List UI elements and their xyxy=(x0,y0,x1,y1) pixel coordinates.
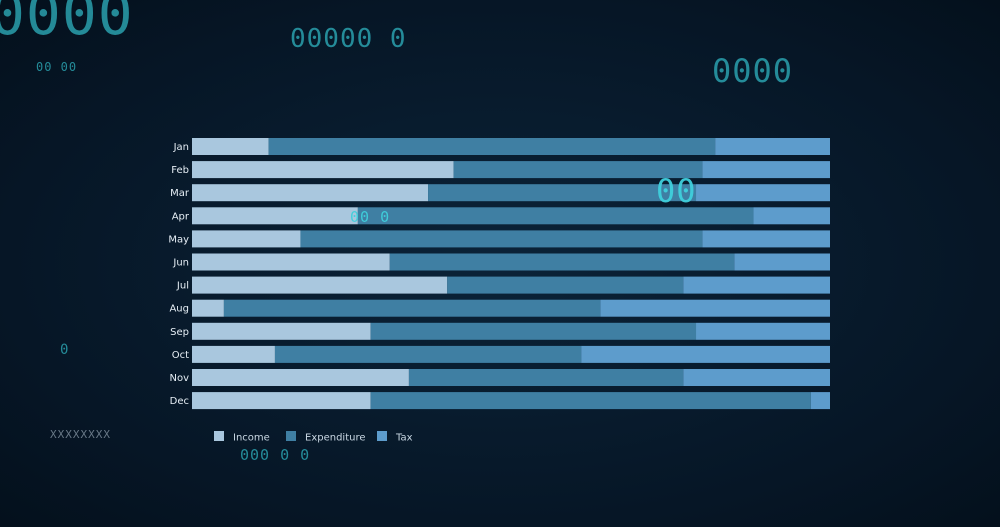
deco-digits: 00 00 xyxy=(36,60,78,74)
deco-digits: 0000 xyxy=(0,0,134,48)
bar-segment-expenditure xyxy=(370,322,697,340)
bar-segment-expenditure xyxy=(223,299,601,317)
bar-segment-tax xyxy=(753,207,830,225)
bar-segment-tax xyxy=(696,322,830,340)
bar-segment-tax xyxy=(696,184,830,202)
category-label: Jul xyxy=(176,281,189,292)
legend-swatch xyxy=(286,431,296,441)
bar-segment-expenditure xyxy=(268,138,716,155)
category-label: Dec xyxy=(170,396,189,407)
bar-segment-expenditure xyxy=(447,276,684,294)
bar-segment-expenditure xyxy=(274,345,582,363)
bar-segment-income xyxy=(192,230,301,248)
category-label: Aug xyxy=(169,304,189,315)
bar-segment-tax xyxy=(702,161,830,179)
bar-segment-income xyxy=(192,138,269,155)
bar-segment-income xyxy=(192,369,409,386)
deco-x: XXXXXXXX xyxy=(50,428,111,441)
bar-segment-tax xyxy=(734,253,830,271)
deco-digits: 0 xyxy=(60,342,70,358)
bar-segment-expenditure xyxy=(357,207,754,225)
bar-segment-tax xyxy=(581,345,830,363)
bar-segment-income xyxy=(192,276,448,294)
bar-segment-tax xyxy=(715,138,830,155)
category-label: Jun xyxy=(172,258,189,269)
category-label: May xyxy=(168,234,189,245)
category-label: Nov xyxy=(169,373,189,384)
category-label: Oct xyxy=(172,350,189,361)
bar-segment-expenditure xyxy=(408,369,684,386)
bar-segment-tax xyxy=(683,369,830,386)
category-label: Jan xyxy=(173,142,189,153)
legend-label: Expenditure xyxy=(305,433,366,444)
bar-segment-tax xyxy=(810,392,830,410)
deco-digits: 00 xyxy=(656,172,697,210)
bar-segment-income xyxy=(192,161,454,179)
bar-segment-income xyxy=(192,207,358,225)
bar-segment-income xyxy=(192,322,371,340)
bar-segment-tax xyxy=(702,230,830,248)
bar-segment-expenditure xyxy=(453,161,703,179)
bar-segment-tax xyxy=(600,299,830,317)
bar-segment-income xyxy=(192,299,224,317)
category-label: Feb xyxy=(171,165,189,176)
bar-segment-expenditure xyxy=(428,184,697,202)
category-label: Apr xyxy=(172,211,190,222)
deco-digits: 00000 0 xyxy=(290,24,407,54)
deco-digits: 00 0 xyxy=(350,208,391,226)
bar-segment-income xyxy=(192,253,390,271)
bar-segment-expenditure xyxy=(389,253,735,271)
legend-label: Tax xyxy=(395,433,413,444)
category-label: Mar xyxy=(170,188,190,199)
bar-segment-income xyxy=(192,392,371,410)
bar-segment-tax xyxy=(683,276,830,294)
bar-segment-income xyxy=(192,345,275,363)
legend-label: Income xyxy=(233,433,270,444)
legend-swatch xyxy=(214,431,224,441)
legend-swatch xyxy=(377,431,387,441)
bar-segment-income xyxy=(192,184,429,202)
category-label: Sep xyxy=(170,327,189,338)
bar-segment-expenditure xyxy=(370,392,811,410)
deco-digits: 000 0 0 xyxy=(240,446,311,464)
bar-segment-expenditure xyxy=(300,230,703,248)
deco-digits: 0000 xyxy=(712,52,794,90)
